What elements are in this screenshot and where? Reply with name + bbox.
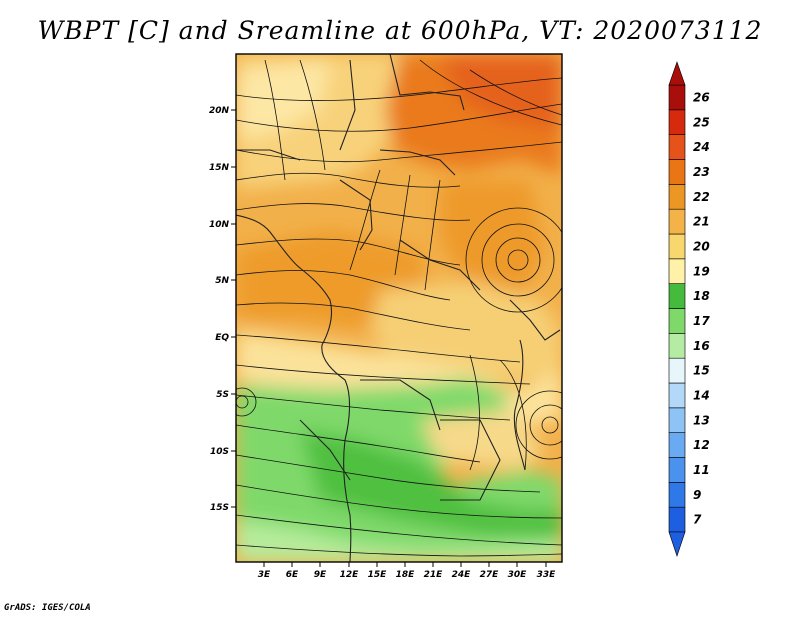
axis-ticks: [231, 109, 547, 567]
lat-label: 5N: [215, 276, 229, 286]
colorbar-label: 21: [693, 215, 710, 229]
colorbar-swatch: [668, 109, 686, 135]
colorbar-swatch: [668, 357, 686, 384]
colorbar-swatch: [668, 333, 686, 359]
lon-label: 33E: [537, 570, 557, 580]
lon-label: 30E: [508, 570, 528, 580]
colorbar-label: 23: [693, 165, 710, 179]
colorbar-swatch: [668, 382, 686, 409]
credit-label: GrADS: IGES/COLA: [4, 603, 91, 613]
colorbar-label: 12: [693, 438, 710, 452]
colorbar-label: 16: [693, 339, 710, 353]
colorbar-label: 14: [693, 388, 710, 402]
colorbar-swatch: [668, 233, 686, 260]
colorbar-label: 26: [693, 90, 710, 104]
lat-label: 15N: [209, 163, 230, 173]
lon-label: 3E: [258, 570, 271, 580]
colorbar-swatch: [668, 457, 686, 483]
lat-label: 5S: [216, 390, 229, 400]
lon-label: 27E: [480, 570, 500, 580]
lon-label: 6E: [286, 570, 299, 580]
lat-label: 10N: [209, 220, 230, 230]
lon-label: 24E: [452, 570, 472, 580]
lon-label: 21E: [424, 570, 444, 580]
lat-labels: 20N 15N 10N 5N EQ 5S 10S 15S: [209, 106, 230, 513]
lon-label: 15E: [368, 570, 388, 580]
colorbar-swatch: [668, 134, 686, 160]
colorbar-swatch: [668, 84, 686, 111]
colorbar-min-arrow: [668, 531, 686, 557]
colorbar-label: 9: [693, 488, 701, 502]
lon-label: 18E: [396, 570, 416, 580]
map-title: WBPT [C] and Sreamline at 600hPa, VT: 20…: [37, 16, 763, 45]
lon-label: 12E: [340, 570, 360, 580]
colorbar-label: 19: [693, 264, 710, 278]
lat-label: 20N: [209, 106, 230, 116]
colorbar-swatch: [668, 506, 686, 533]
colorbar-swatch: [668, 208, 686, 235]
lon-labels: 3E 6E 9E 12E 15E 18E 21E 24E 27E 30E 33E: [258, 570, 556, 580]
colorbar-swatch: [668, 258, 686, 284]
lon-label: 9E: [314, 570, 327, 580]
colorbar-label: 11: [693, 463, 710, 477]
colorbar-swatch: [668, 482, 686, 508]
colorbar-swatch: [668, 432, 686, 458]
colorbar-swatch: [668, 308, 686, 334]
wbpt-field: [236, 54, 562, 562]
colorbar-label: 18: [693, 289, 710, 303]
colorbar-label: 22: [693, 190, 710, 204]
colorbar-label: 20: [693, 239, 710, 253]
colorbar-swatch: [668, 283, 686, 309]
streamlines: [236, 59, 562, 557]
lat-label: 15S: [210, 503, 229, 513]
colorbar: 7 9 11 12 13 14 15 16 17 18 19 20 21 22 23 24 25 26: [668, 61, 710, 557]
colorbar-label: 17: [693, 314, 710, 328]
colorbar-max-arrow: [668, 61, 686, 86]
lat-label: 10S: [210, 447, 229, 457]
map-frame: [235, 53, 563, 563]
colorbar-label: 13: [693, 413, 710, 427]
colorbar-label: 24: [693, 140, 710, 154]
lat-label: EQ: [215, 333, 229, 343]
colorbar-swatch: [668, 159, 686, 185]
colorbar-swatch: [668, 184, 686, 210]
colorbar-swatch: [668, 407, 686, 433]
coastlines: [236, 54, 561, 562]
colorbar-label: 25: [693, 115, 710, 129]
colorbar-label: 7: [693, 513, 702, 527]
colorbar-label: 15: [693, 364, 710, 378]
